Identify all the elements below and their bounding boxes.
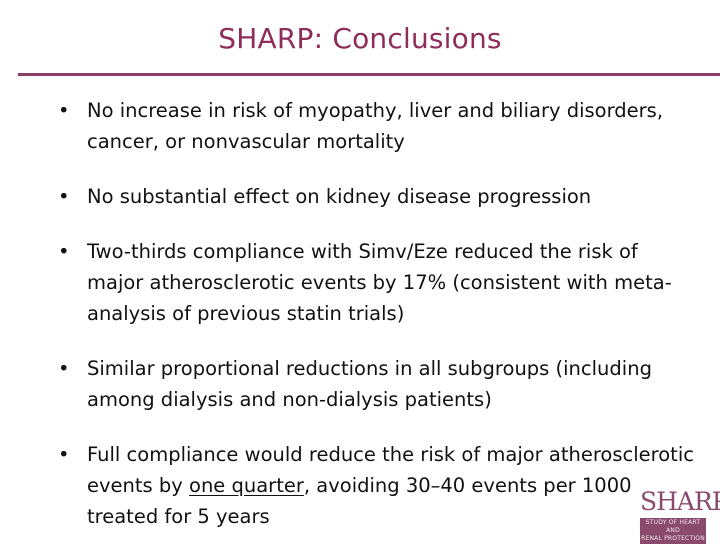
logo-wordmark: SHARP	[640, 487, 720, 516]
bullet-text: No substantial effect on kidney disease …	[87, 185, 592, 208]
bullet-item-3: • Two-thirds compliance with Simv/Eze re…	[58, 236, 698, 329]
bullet-marker: •	[58, 240, 70, 263]
bullet-text: No increase in risk of myopathy, liver a…	[87, 99, 664, 153]
logo-tagline: STUDY OF HEART AND RENAL PROTECTION	[640, 518, 706, 544]
slide-title: SHARP: Conclusions	[218, 22, 502, 55]
sharp-logo: SHARP STUDY OF HEART AND RENAL PROTECTIO…	[640, 487, 720, 544]
bullet-list: • No increase in risk of myopathy, liver…	[58, 95, 698, 556]
bullet-text-before: Full compliance would reduce the risk of…	[87, 443, 694, 497]
bullet-marker: •	[58, 357, 70, 380]
bullet-text: Two-thirds compliance with Simv/Eze redu…	[87, 240, 672, 325]
logo-tagline-line2: RENAL PROTECTION	[641, 535, 705, 542]
bullet-item-1: • No increase in risk of myopathy, liver…	[58, 95, 698, 157]
bullet-item-4: • Similar proportional reductions in all…	[58, 353, 698, 415]
bullet-item-5: • Full compliance would reduce the risk …	[58, 439, 698, 532]
bullet-marker: •	[58, 185, 70, 208]
slide: SHARP: Conclusions • No increase in risk…	[18, 22, 720, 544]
logo-tagline-line1: STUDY OF HEART AND	[645, 519, 701, 534]
bullet-text-emphasis: one quarter	[189, 474, 304, 497]
bullet-marker: •	[58, 443, 70, 466]
title-divider	[18, 73, 720, 76]
bullet-marker: •	[58, 99, 70, 122]
bullet-text-after: , avoiding 30–40 events per 1000 treated…	[87, 474, 632, 528]
bullet-item-2: • No substantial effect on kidney diseas…	[58, 181, 698, 212]
bullet-text: Similar proportional reductions in all s…	[87, 357, 652, 411]
